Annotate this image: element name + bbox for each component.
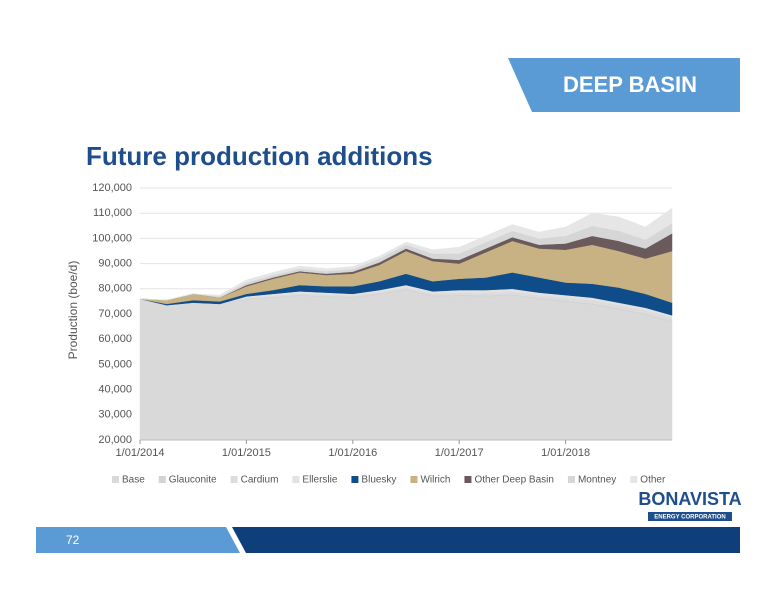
legend-swatch [158, 476, 166, 483]
area [139, 207, 673, 301]
legend-label: Wilrich [420, 475, 450, 486]
legend-label: Ellerslie [302, 475, 337, 486]
x-tick-label: 1/01/2018 [541, 447, 590, 459]
legend-label: Other Deep Basin [474, 475, 554, 486]
y-tick-label: 110,000 [93, 207, 132, 219]
y-tick-label: 50,000 [98, 358, 132, 370]
legend-label: Montney [578, 475, 616, 486]
legend-swatch [112, 476, 119, 483]
legend-label: Base [122, 475, 145, 486]
legend-swatch [230, 476, 238, 483]
x-tick-label: 1/01/2017 [435, 447, 484, 459]
legend-swatch [567, 476, 575, 483]
logo: BONAVISTA [638, 489, 741, 509]
y-tick-label: 120,000 [92, 182, 132, 194]
logo-bar [648, 512, 732, 521]
legend-label: Glauconite [169, 475, 217, 486]
x-tick-label: 1/01/2015 [222, 447, 271, 459]
y-axis-label: Production (boe/d) [66, 261, 80, 360]
x-tick-label: 1/01/2016 [328, 447, 377, 459]
page-number: 72 [66, 533, 80, 547]
area [139, 289, 673, 441]
legend-swatch [464, 476, 472, 483]
legend-swatch [351, 476, 359, 483]
footer-dark [232, 527, 740, 553]
legend-label: Cardium [241, 475, 279, 486]
y-tick-label: 60,000 [98, 333, 132, 345]
footer-light [36, 527, 240, 553]
y-tick-label: 100,000 [92, 232, 132, 244]
y-tick-label: 40,000 [98, 384, 132, 396]
legend-swatch [410, 476, 418, 483]
y-tick-label: 20,000 [98, 434, 132, 446]
y-tick-label: 90,000 [98, 258, 132, 270]
x-tick-label: 1/01/2014 [116, 447, 165, 459]
banner [508, 58, 740, 112]
legend-label: Bluesky [361, 475, 396, 486]
y-tick-label: 30,000 [98, 409, 132, 421]
chart-title: Future production additions [86, 141, 433, 171]
plot: 20,000 30,000 40,000 50,000 60,000 70,000 80,0… [92, 182, 673, 486]
legend-swatch [630, 476, 638, 483]
logo-sub: ENERGY CORPORATION [654, 515, 725, 521]
legend-swatch [292, 476, 300, 483]
banner-text: DEEP BASIN [563, 72, 697, 97]
y-tick-label: 80,000 [98, 283, 132, 295]
y-tick-label: 70,000 [98, 308, 132, 320]
legend-label: Other [640, 475, 666, 486]
